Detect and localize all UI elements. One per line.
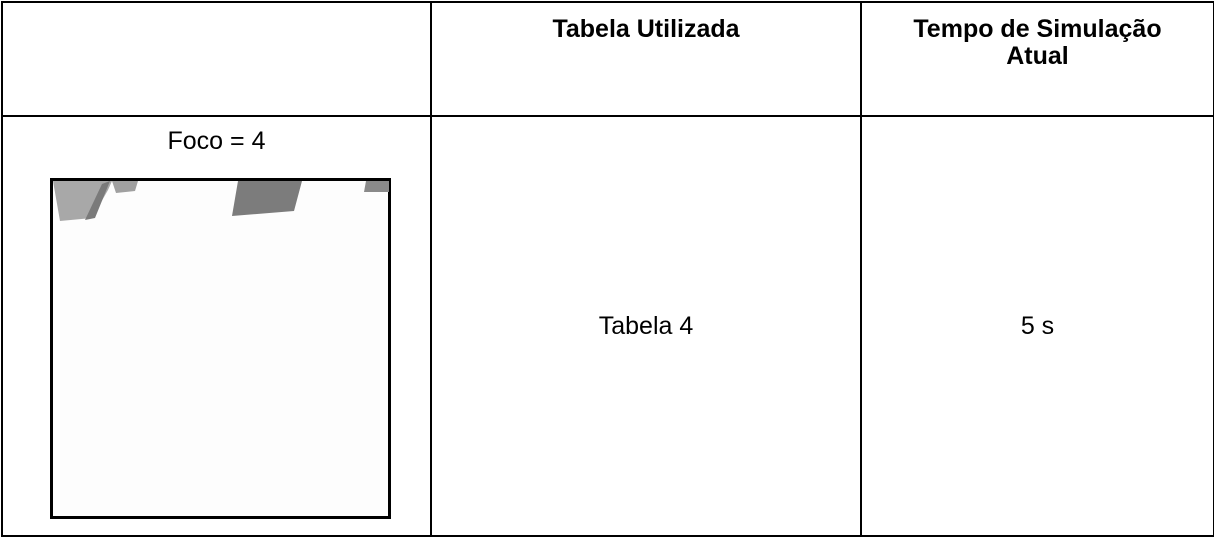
cell-text: 5 s [1020,311,1055,340]
cell: 5 s [860,115,1214,537]
shape [364,181,389,192]
image-frame [50,178,391,519]
header-cell [1,1,432,117]
shape [112,181,138,193]
cell: Tabela 4 [430,115,862,537]
header-cell: Tempo de Simulação Atual [860,1,1214,117]
shape [85,181,110,220]
cell: Foco = 4 [1,115,432,537]
header-cell: Tabela Utilizada [430,1,862,117]
shape [53,181,112,221]
cell-text: Tabela 4 [598,311,694,340]
simulation-image [50,178,391,519]
body-row: Foco = 4 Tabela 4 5 s [1,115,1214,537]
header-text: Tabela Utilizada [552,15,740,43]
shape [232,181,302,216]
header-row: Tabela Utilizada Tempo de Simulação Atua… [1,1,1214,117]
header-text: Tempo de Simulação Atual [913,15,1162,70]
cell-text: Foco = 4 [167,127,266,155]
